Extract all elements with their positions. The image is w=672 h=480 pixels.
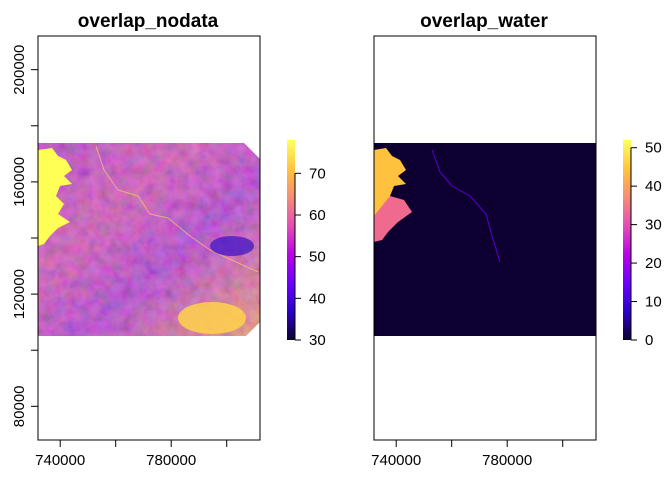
- x-tick-label: 780000: [146, 452, 196, 469]
- colorbar-tick-label: 0: [645, 332, 653, 349]
- panel-2-x-axis: 740000 780000: [371, 439, 564, 469]
- panel-1-river: [95, 145, 259, 273]
- panel-2-colorbar: [623, 140, 631, 340]
- colorbar-tick-label: 30: [645, 217, 662, 234]
- x-tick-label: 740000: [371, 452, 421, 469]
- panel-1-water-body: [38, 148, 72, 246]
- panel-1-raster: [38, 143, 260, 336]
- colorbar-tick-label: 30: [309, 332, 326, 349]
- panel-1-colorbar-axis: 30 40 50 60 70: [294, 165, 326, 349]
- colorbar-tick-label: 60: [309, 207, 326, 224]
- x-tick-label: 740000: [35, 452, 85, 469]
- panel-2-colorbar-axis: 0 10 20 30 40 50: [630, 140, 662, 349]
- y-tick-label: 120000: [11, 269, 28, 319]
- panel-1-y-axis: 80000 120000 160000 200000: [11, 45, 39, 427]
- panel-overlap-water: overlap_water 740000 780000 0 10 20 30 40 50: [371, 11, 662, 469]
- panel-2-stream: [431, 149, 501, 263]
- colorbar-tick-label: 70: [309, 165, 326, 182]
- colorbar-tick-label: 40: [645, 178, 662, 195]
- x-tick-label: 780000: [482, 452, 532, 469]
- panel-2-raster-base: [374, 143, 596, 336]
- panel-1-corner-nodata-ne: [244, 143, 260, 159]
- panel-2-water-body: [374, 148, 406, 216]
- colorbar-tick-label: 20: [645, 255, 662, 272]
- colorbar-tick-label: 40: [309, 290, 326, 307]
- panel-2-water-edge: [374, 196, 412, 242]
- y-tick-label: 200000: [11, 45, 28, 95]
- panel-1-x-axis: 740000 780000: [35, 439, 228, 469]
- colorbar-tick-label: 10: [645, 294, 662, 311]
- panel-overlap-nodata: overlap_nodata 740000 780000 80000 120000 1…: [11, 11, 326, 469]
- y-tick-label: 80000: [11, 385, 28, 427]
- y-tick-label: 160000: [11, 157, 28, 207]
- panel-2-title: overlap_water: [420, 11, 548, 32]
- panel-1-colorbar: [287, 140, 295, 340]
- panel-1-corner-nodata-se: [246, 322, 260, 336]
- panel-1-dark-area: [210, 236, 254, 256]
- panel-1-title: overlap_nodata: [78, 11, 219, 32]
- colorbar-tick-label: 50: [309, 249, 326, 266]
- panel-2-raster: [374, 143, 596, 336]
- panel-1-bright-area: [178, 302, 246, 334]
- colorbar-tick-label: 50: [645, 140, 662, 157]
